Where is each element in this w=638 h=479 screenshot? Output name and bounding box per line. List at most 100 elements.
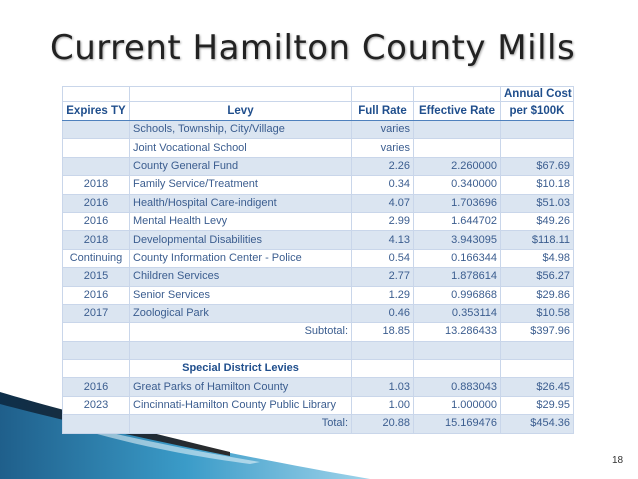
cell-levy: Children Services [129,267,352,287]
cell-effective-rate: 0.353114 [413,303,501,324]
cell-annual-cost: $56.27 [500,267,574,287]
table-row: 2016 Mental Health Levy 2.99 1.644702 $49.26 [62,211,574,232]
mills-table: Annual Cost Expires TY Levy Full Rate Ef… [62,86,574,434]
cell-full-rate: 0.54 [351,248,414,269]
cell-blank [129,340,352,361]
cell-full-rate: 4.13 [351,230,414,250]
cell-effective-rate: 1.644702 [413,211,501,232]
cell-full-rate: 1.29 [351,285,414,305]
cell-levy: Developmental Disabilities [129,230,352,250]
cell-full-rate: 2.26 [351,156,414,177]
cell-expires [62,414,130,434]
levy-table: Annual Cost Expires TY Levy Full Rate Ef… [62,86,574,434]
cell-annual-cost: $118.11 [500,230,574,250]
cell-effective-rate: 3.943095 [413,230,501,250]
cell-levy: County General Fund [129,156,352,177]
subtotal-full-rate: 18.85 [351,322,414,342]
table-row: 2018 Family Service/Treatment 0.34 0.340000… [62,175,574,195]
cell-expires: 2018 [62,230,130,250]
cell-annual-cost: $29.86 [500,285,574,305]
cell-expires: 2016 [62,285,130,305]
subtotal-annual-cost: $397.96 [500,322,574,342]
table-row [62,340,574,361]
table-row: 2018 Developmental Disabilities 4.13 3.9430… [62,230,574,250]
cell-blank [500,359,574,379]
table-row: Special District Levies [62,359,574,379]
cell-blank [413,340,501,361]
total-full-rate: 20.88 [351,414,414,434]
cell-annual-cost: $10.18 [500,175,574,195]
table-row: Joint Vocational School varies [62,138,574,158]
cell-annual-cost: $67.69 [500,156,574,177]
cell-effective-rate: 0.996868 [413,285,501,305]
cell-effective-rate: 1.878614 [413,267,501,287]
header-full-rate: Full Rate [351,101,414,121]
cell-full-rate: 4.07 [351,193,414,213]
cell-annual-cost: $49.26 [500,211,574,232]
cell-expires: 2016 [62,211,130,232]
cell-annual-cost: $10.58 [500,303,574,324]
cell-blank [500,340,574,361]
cell-full-rate: 2.99 [351,211,414,232]
cell-levy: Mental Health Levy [129,211,352,232]
cell-levy: Joint Vocational School [129,138,352,158]
table-row: 2016 Senior Services 1.29 0.996868 $29.86 [62,285,574,305]
table-row: 2015 Children Services 2.77 1.878614 $56.27 [62,267,574,287]
cell-expires: 2018 [62,175,130,195]
cell-annual-cost: $4.98 [500,248,574,269]
cell-blank [351,359,414,379]
cell-expires: 2017 [62,303,130,324]
cell-expires [62,322,130,342]
cell-effective-rate: 0.166344 [413,248,501,269]
page-number: 18 [612,455,624,466]
cell-levy: Great Parks of Hamilton County [129,377,352,397]
header-levy: Levy [129,101,352,121]
cell-effective-rate [413,119,501,140]
cell-full-rate: 0.46 [351,303,414,324]
header-annual-cost-line1: Annual Cost [500,86,574,102]
cell-levy: Family Service/Treatment [129,175,352,195]
cell-levy: Zoological Park [129,303,352,324]
cell-annual-cost: $29.95 [500,395,574,416]
total-effective-rate: 15.169476 [413,414,501,434]
cell-full-rate: 0.34 [351,175,414,195]
cell-levy: Cincinnati-Hamilton County Public Librar… [129,395,352,416]
header-expires: Expires TY [62,101,130,121]
cell-levy: Senior Services [129,285,352,305]
table-row: County General Fund 2.26 2.260000 $67.69 [62,156,574,177]
special-district-heading: Special District Levies [129,359,352,379]
cell-levy: Health/Hospital Care-indigent [129,193,352,213]
cell-levy: County Information Center - Police [129,248,352,269]
cell-full-rate: varies [351,138,414,158]
table-row: Schools, Township, City/Village varies [62,119,574,140]
cell-effective-rate: 1.703696 [413,193,501,213]
cell-effective-rate: 0.340000 [413,175,501,195]
cell-full-rate: 1.03 [351,377,414,397]
table-row: Total: 20.88 15.169476 $454.36 [62,414,574,434]
cell-effective-rate: 0.883043 [413,377,501,397]
cell-blank [62,359,130,379]
cell-expires [62,138,130,158]
cell-effective-rate: 2.260000 [413,156,501,177]
table-row: 2016 Health/Hospital Care-indigent 4.07 1.7… [62,193,574,213]
cell-annual-cost: $51.03 [500,193,574,213]
cell-blank [62,340,130,361]
cell-blank [351,340,414,361]
table-row: 2023 Cincinnati-Hamilton County Public Li… [62,395,574,416]
table-body: Schools, Township, City/Village varies Joi… [62,119,574,434]
cell-expires [62,156,130,177]
cell-expires: 2015 [62,267,130,287]
subtotal-effective-rate: 13.286433 [413,322,501,342]
cell-expires: 2016 [62,377,130,397]
cell-expires: Continuing [62,248,130,269]
subtotal-label: Subtotal: [129,322,352,342]
cell-effective-rate [413,138,501,158]
slide-title: Current Hamilton County Mills [50,28,576,68]
cell-expires: 2023 [62,395,130,416]
cell-blank [413,359,501,379]
header-effective-rate: Effective Rate [413,101,501,121]
table-row: 2017 Zoological Park 0.46 0.353114 $10.58 [62,303,574,324]
table-row: Subtotal: 18.85 13.286433 $397.96 [62,322,574,342]
cell-full-rate: varies [351,119,414,140]
total-annual-cost: $454.36 [500,414,574,434]
